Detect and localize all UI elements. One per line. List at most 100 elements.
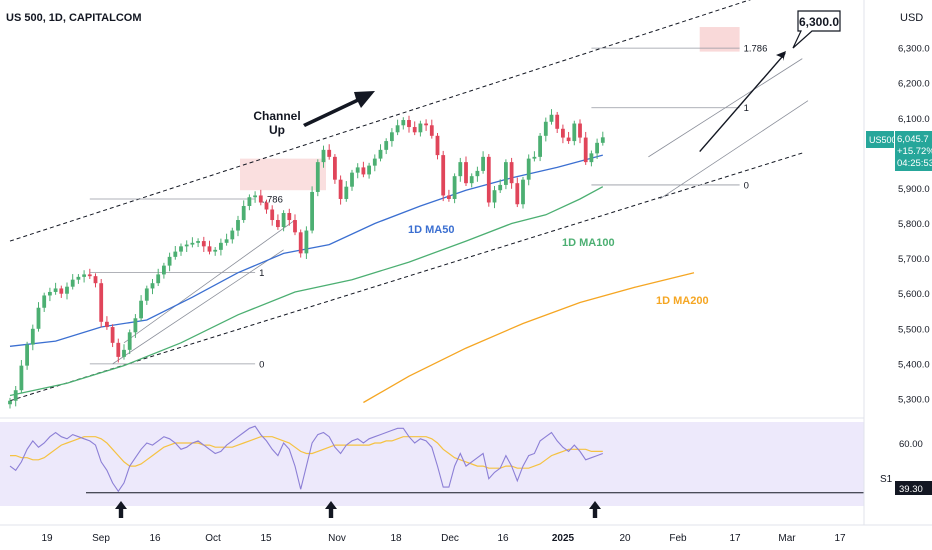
x-tick-label: Feb (669, 533, 687, 544)
candle-body (65, 286, 69, 294)
candle-body (429, 125, 434, 136)
target-zone-box (699, 27, 740, 52)
candle-body (333, 156, 337, 180)
candle-body (213, 249, 218, 252)
candle-body (538, 135, 542, 157)
x-tick-label: Sep (92, 533, 110, 544)
previous-target-zone-box (240, 158, 326, 191)
candle-body (293, 220, 297, 233)
candle-body (589, 153, 594, 163)
target-arrow-line (699, 52, 786, 153)
candle-body (173, 251, 178, 257)
candle-body (372, 158, 377, 166)
candle-body (13, 390, 18, 401)
candle-body (105, 321, 109, 328)
support-value: 39.30 (899, 484, 923, 495)
x-tick-label: 15 (260, 533, 272, 544)
candle-body (184, 244, 189, 247)
candle-body (367, 165, 371, 175)
candle-body (82, 274, 86, 277)
candle-body (498, 184, 503, 191)
candle-body (87, 274, 92, 277)
y-tick-label: 5,700.0 (898, 254, 930, 265)
chart-title: US 500, 1D, CAPITALCOM (6, 12, 142, 24)
rsi-ma-line (10, 436, 603, 469)
candle-body (447, 195, 451, 199)
candle-body (572, 123, 577, 142)
target-callout-text: 6,300.0 (799, 15, 839, 29)
candle-body (258, 195, 263, 203)
candle-body (48, 291, 52, 296)
candle-body (452, 176, 457, 199)
candle-body (515, 183, 520, 205)
x-tick-label: 2025 (552, 533, 575, 544)
rsi-pane (0, 417, 864, 518)
candle-body (509, 162, 514, 184)
y-tick-label: 5,500.0 (898, 324, 930, 335)
candle-body (53, 288, 58, 292)
candle-body (230, 230, 235, 240)
candle-body (270, 209, 275, 221)
y-tick-label: 5,900.0 (898, 184, 930, 195)
x-tick-label: 19 (41, 533, 53, 544)
candle-body (424, 123, 428, 126)
x-tick-label: Mar (778, 533, 796, 544)
candle-body (600, 137, 605, 143)
candle-body (549, 114, 554, 122)
candle-body (384, 141, 389, 150)
candle-body (344, 186, 349, 199)
fib-level-label: 0 (744, 180, 749, 191)
candle-body (378, 149, 383, 159)
candle-body (435, 135, 440, 156)
candle-body (532, 156, 537, 159)
y-tick-label: 5,300.0 (898, 394, 930, 405)
candle-body (167, 256, 172, 266)
candle-body (521, 179, 525, 205)
candle-body (566, 137, 571, 142)
candle-body (25, 344, 29, 366)
candle-body (241, 205, 246, 221)
support-value-bg (895, 481, 932, 495)
candle-body (162, 265, 166, 275)
y-tick-label: 6,300.0 (898, 44, 930, 55)
support-label: S1 (880, 474, 893, 485)
candle-body (110, 327, 115, 343)
candle-body (281, 213, 286, 228)
y-tick-label: 5,800.0 (898, 219, 930, 230)
ma-line-2 (363, 272, 695, 404)
candle-body (583, 137, 588, 163)
candle-body (492, 190, 497, 203)
candle-body (201, 241, 206, 247)
target-callout-box (792, 10, 841, 49)
candle-body (355, 167, 360, 173)
candle-body (276, 220, 280, 228)
candle-body (76, 276, 81, 280)
candle-body (458, 162, 463, 177)
candle-body (469, 176, 474, 184)
rsi-level-label: 60.00 (899, 439, 923, 450)
candle-body (219, 242, 223, 250)
candle-body (401, 120, 406, 126)
channel-label-line1: Channel (253, 109, 300, 123)
candle-body (298, 232, 303, 254)
candle-body (179, 246, 183, 252)
countdown-timer: 04:25:53 (897, 158, 932, 169)
candle-body (287, 213, 292, 221)
candle-body (555, 114, 560, 129)
candle-body (122, 349, 126, 357)
channel-label-line2: Up (269, 123, 285, 137)
candle-body (321, 149, 326, 163)
candle-body (350, 172, 354, 187)
candle-body (481, 156, 485, 171)
candle-body (36, 307, 41, 329)
x-tick-label: 18 (390, 533, 402, 544)
x-tick-label: Oct (205, 533, 221, 544)
event-arrow (325, 501, 337, 518)
price-value: 6,045.7 (897, 134, 929, 145)
price-tag-bg (895, 131, 932, 171)
event-arrow (115, 501, 127, 518)
x-tick-label: 16 (149, 533, 161, 544)
fib-level-label: 1 (259, 268, 264, 279)
candle-body (543, 121, 548, 136)
x-tick-label: Nov (328, 533, 346, 544)
